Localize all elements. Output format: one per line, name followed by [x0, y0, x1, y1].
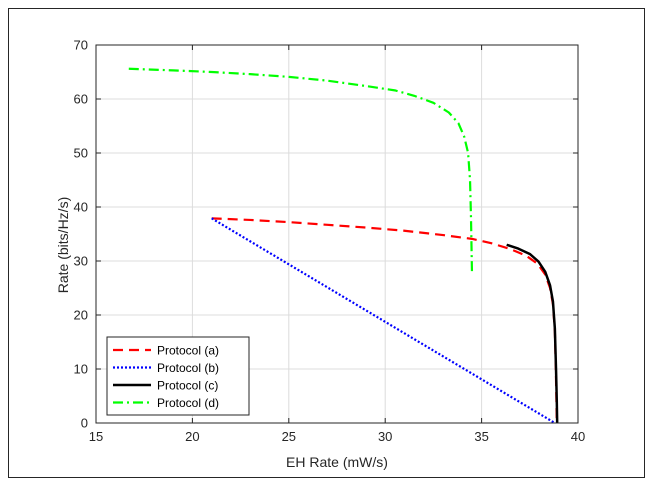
y-tick-label: 70 — [74, 38, 88, 53]
x-tick-label: 25 — [282, 429, 296, 444]
series-layer — [128, 67, 559, 424]
legend-label: Protocol (c) — [157, 378, 218, 392]
series-line-c — [506, 243, 559, 424]
x-tick-label: 35 — [474, 429, 488, 444]
legend-label: Protocol (d) — [157, 396, 219, 410]
y-tick-label: 30 — [74, 254, 88, 269]
x-tick-label: 40 — [571, 429, 585, 444]
legend-label: Protocol (b) — [157, 361, 219, 375]
y-tick-label: 0 — [81, 416, 88, 431]
axes-frame — [95, 44, 579, 424]
tick-labels: 15 20 25 30 35 40 0 10 20 30 40 50 60 70 — [74, 38, 586, 445]
y-axis-label: Rate (bits/Hz/s) — [55, 197, 71, 293]
y-tick-label: 10 — [74, 362, 88, 377]
x-axis-label: EH Rate (mW/s) — [286, 454, 388, 470]
legend: Protocol (a) Protocol (b) Protocol (c) Prot… — [106, 336, 250, 416]
y-tick-label: 50 — [74, 146, 88, 161]
legend-label: Protocol (a) — [157, 343, 219, 357]
y-tick-label: 60 — [74, 92, 88, 107]
y-tick-label: 40 — [74, 200, 88, 215]
x-tick-label: 30 — [378, 429, 392, 444]
axes-box — [95, 44, 579, 424]
y-tick-label: 20 — [74, 308, 88, 323]
x-tick-label: 20 — [185, 429, 199, 444]
x-tick-label: 15 — [89, 429, 103, 444]
series-line-b — [211, 217, 556, 424]
series-line-d — [128, 67, 474, 272]
